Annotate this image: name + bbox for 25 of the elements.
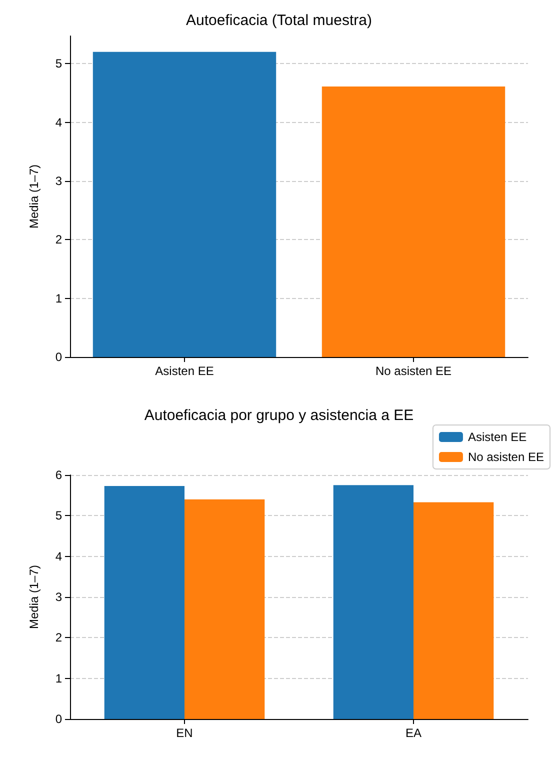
y-axis-title: Media (1–7): [27, 164, 41, 229]
bar: [333, 485, 414, 719]
y-axis-title: Media (1–7): [27, 564, 41, 630]
y-tick-label: 0: [55, 350, 62, 364]
y-tick-label: 2: [55, 232, 62, 247]
y-tick-label: 1: [55, 291, 62, 306]
bar: [184, 499, 265, 719]
y-tick-label: 2: [55, 630, 62, 645]
y-tick-label: 1: [55, 671, 62, 686]
legend-label: Asisten EE: [468, 430, 527, 444]
y-tick-label: 4: [55, 115, 62, 130]
x-tick-label: EN: [176, 726, 193, 740]
y-tick-label: 5: [55, 56, 62, 71]
chart-title: Autoeficacia (Total muestra): [186, 12, 372, 29]
bar: [104, 486, 184, 719]
y-tick-label: 3: [55, 590, 62, 604]
legend-label: No asisten EE: [468, 450, 544, 464]
y-tick-label: 4: [55, 549, 62, 564]
y-tick-label: 6: [55, 468, 62, 482]
y-tick-label: 0: [55, 712, 62, 726]
y-tick-label: 3: [55, 174, 62, 188]
chart-title: Autoeficacia por grupo y asistencia a EE: [144, 407, 414, 424]
bar: [414, 502, 494, 719]
y-tick-label: 5: [55, 508, 62, 523]
x-tick-label: EA: [405, 726, 422, 740]
